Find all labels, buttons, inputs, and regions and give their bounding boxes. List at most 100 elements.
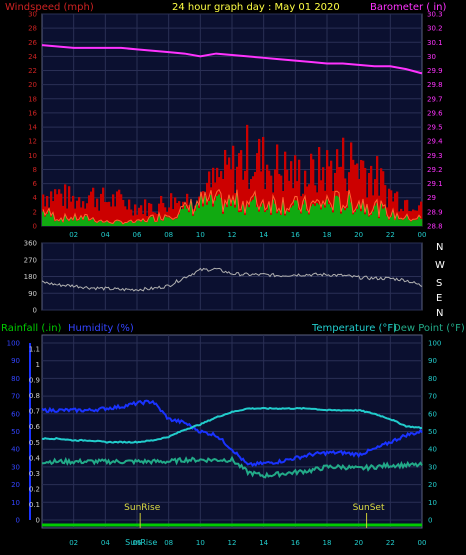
average-wind-bar [94, 221, 97, 226]
windspeed-bar [276, 144, 279, 226]
average-wind-bar [346, 207, 349, 226]
hour-tick-top: 12 [228, 231, 237, 239]
average-wind-bar [402, 220, 405, 226]
windspeed-bar [206, 182, 209, 226]
humidity-tick: 30 [11, 463, 20, 471]
barometer-tick: 29.7 [427, 95, 443, 103]
windspeed-bar [264, 189, 267, 226]
average-wind-bar [116, 220, 119, 226]
average-wind-bar [150, 216, 153, 226]
windspeed-bar [284, 151, 287, 226]
average-wind-bar [270, 214, 273, 226]
windspeed-tick: 22 [28, 67, 37, 75]
humidity-tick: 0 [16, 517, 20, 525]
windspeed-bar [68, 186, 71, 226]
average-wind-bar [80, 217, 83, 226]
windspeed-bar [312, 159, 315, 226]
average-wind-bar [64, 215, 67, 226]
average-wind-bar [420, 218, 423, 226]
direction-tick: 90 [28, 290, 37, 298]
windspeed-bar [390, 190, 393, 226]
windspeed-bar [256, 153, 259, 226]
average-wind-bar [328, 204, 331, 226]
windspeed-bar [340, 166, 343, 226]
average-wind-bar [140, 221, 143, 226]
average-wind-bar [266, 210, 269, 226]
average-wind-bar [244, 214, 247, 226]
average-wind-bar [252, 199, 255, 226]
average-wind-bar [414, 220, 417, 226]
windspeed-bar [414, 210, 417, 226]
average-wind-bar [208, 201, 211, 226]
average-wind-bar [248, 207, 251, 226]
windspeed-bar [172, 209, 175, 226]
temperature-tick: 70 [428, 393, 437, 401]
humidity-tick: 60 [11, 410, 20, 418]
average-wind-bar [84, 215, 87, 226]
average-wind-bar [320, 209, 323, 226]
windspeed-bar [62, 205, 65, 226]
windspeed-bar [260, 171, 263, 226]
average-wind-bar [316, 203, 319, 226]
barometer-tick: 29.4 [427, 138, 443, 146]
average-wind-bar [96, 222, 99, 226]
average-wind-bar [120, 221, 123, 226]
average-wind-bar [74, 215, 77, 226]
average-wind-bar [222, 213, 225, 226]
barometer-tick: 30.1 [427, 39, 443, 47]
windspeed-bar [382, 171, 385, 226]
average-wind-bar [214, 200, 217, 226]
direction-tick: 360 [24, 240, 37, 248]
average-wind-bar [380, 203, 383, 226]
average-wind-bar [312, 204, 315, 226]
temperature-tick: 50 [428, 428, 437, 436]
windspeed-bar [108, 201, 111, 226]
average-wind-bar [356, 208, 359, 226]
barometer-tick: 29.9 [427, 67, 443, 75]
windspeed-bar [396, 191, 399, 226]
barometer-tick: 29.6 [427, 109, 443, 117]
average-wind-bar [160, 220, 163, 226]
average-wind-bar [242, 204, 245, 226]
windspeed-bar [336, 149, 339, 226]
compass-e: E [436, 293, 442, 304]
average-wind-bar [294, 200, 297, 226]
windspeed-bar [230, 169, 233, 226]
windspeed-tick: 6 [33, 180, 38, 188]
windspeed-bar [238, 153, 241, 226]
average-wind-bar [156, 221, 159, 226]
windspeed-bar [132, 215, 135, 226]
windspeed-bar [112, 194, 115, 226]
hour-tick-top: 04 [101, 231, 110, 239]
windspeed-bar [268, 170, 271, 226]
windspeed-bar [60, 193, 63, 226]
average-wind-bar [360, 211, 363, 226]
windspeed-bar [318, 147, 321, 226]
windspeed-bar [266, 164, 269, 226]
average-wind-bar [284, 215, 287, 226]
average-wind-bar [264, 211, 267, 226]
compass-n-top: N [436, 242, 443, 253]
windspeed-bar [114, 206, 117, 226]
average-wind-bar [146, 222, 149, 226]
average-wind-bar [288, 212, 291, 226]
barometer-tick: 29.8 [427, 81, 443, 89]
windspeed-bar [406, 199, 409, 226]
windspeed-bar [82, 201, 85, 226]
temperature-tick: 40 [428, 446, 437, 454]
average-wind-bar [364, 214, 367, 226]
average-wind-bar [194, 210, 197, 226]
average-wind-bar [370, 214, 373, 226]
compass-n-bottom: N [436, 308, 443, 319]
windspeed-tick: 16 [28, 109, 37, 117]
average-wind-bar [98, 221, 101, 226]
windspeed-bar [150, 203, 153, 226]
average-wind-bar [308, 214, 311, 226]
wind-series [42, 124, 423, 226]
windspeed-bar [322, 167, 325, 226]
average-wind-bar [404, 218, 407, 226]
barometer-tick: 30.2 [427, 25, 443, 33]
compass-s: S [436, 278, 442, 289]
average-wind-bar [76, 220, 79, 226]
average-wind-bar [318, 204, 321, 226]
